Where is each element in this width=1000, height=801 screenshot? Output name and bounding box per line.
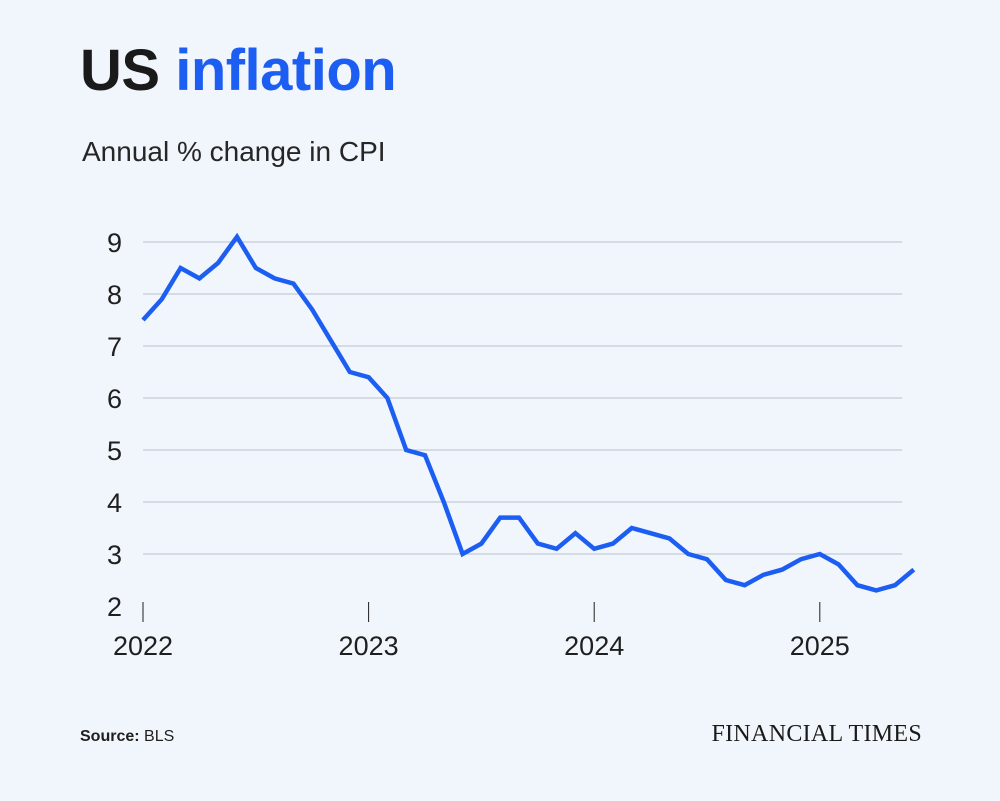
data-point xyxy=(799,557,803,561)
data-point xyxy=(273,276,277,280)
series-layer xyxy=(141,232,916,593)
data-point xyxy=(818,552,822,556)
data-point xyxy=(893,583,897,587)
data-point xyxy=(235,235,239,239)
data-point xyxy=(874,588,878,592)
x-tick-label-2024: 2024 xyxy=(564,631,624,661)
data-point xyxy=(404,448,408,452)
source-label: Source: xyxy=(80,728,140,745)
data-point xyxy=(761,573,765,577)
y-tick-label-5: 5 xyxy=(107,436,122,466)
y-axis-tick-labels: 2 3 4 5 6 7 8 9 xyxy=(107,228,122,622)
data-point xyxy=(423,453,427,457)
data-point xyxy=(442,500,446,504)
data-point xyxy=(667,536,671,540)
source-note: Source: BLS xyxy=(80,728,174,746)
y-tick-label-4: 4 xyxy=(107,488,122,518)
grid-lines xyxy=(143,241,902,555)
data-point xyxy=(197,276,201,280)
y-tick-label-2: 2 xyxy=(107,592,122,622)
data-point xyxy=(649,531,653,535)
data-point xyxy=(479,542,483,546)
data-point xyxy=(160,297,164,301)
data-point xyxy=(724,578,728,582)
x-axis-ticks: 2022 2023 2024 2025 xyxy=(113,602,850,661)
data-point xyxy=(179,266,183,270)
x-tick-label-2022: 2022 xyxy=(113,631,173,661)
ft-logo: FINANCIAL TIMES xyxy=(711,721,922,747)
y-tick-label-6: 6 xyxy=(107,384,122,414)
data-point xyxy=(536,542,540,546)
title-part-us: US xyxy=(80,38,160,103)
data-point xyxy=(555,547,559,551)
y-tick-label-8: 8 xyxy=(107,280,122,310)
data-point xyxy=(498,516,502,520)
data-point xyxy=(329,339,333,343)
data-point xyxy=(743,583,747,587)
data-point xyxy=(216,261,220,265)
data-point xyxy=(912,568,916,572)
data-point xyxy=(254,266,258,270)
x-tick-label-2023: 2023 xyxy=(339,631,399,661)
data-point xyxy=(348,370,352,374)
y-tick-label-9: 9 xyxy=(107,228,122,258)
data-point xyxy=(592,547,596,551)
y-tick-label-7: 7 xyxy=(107,332,122,362)
source-value: BLS xyxy=(144,728,175,745)
data-point xyxy=(686,552,690,556)
data-point xyxy=(837,562,841,566)
data-point xyxy=(611,542,615,546)
data-point xyxy=(855,583,859,587)
title-part-inflation: inflation xyxy=(175,38,397,103)
data-point xyxy=(291,282,295,286)
data-point xyxy=(517,516,521,520)
data-point xyxy=(141,318,145,322)
data-point xyxy=(461,552,465,556)
data-point xyxy=(705,557,709,561)
data-point xyxy=(630,526,634,530)
data-point xyxy=(385,396,389,400)
data-point xyxy=(780,568,784,572)
x-tick-label-2025: 2025 xyxy=(790,631,850,661)
data-point xyxy=(310,308,314,312)
data-point xyxy=(573,531,577,535)
data-point xyxy=(367,375,371,379)
y-tick-label-3: 3 xyxy=(107,540,122,570)
chart-subtitle: Annual % change in CPI xyxy=(82,136,386,167)
series-line-0 xyxy=(141,232,916,593)
chart-title: US inflation xyxy=(80,42,397,100)
